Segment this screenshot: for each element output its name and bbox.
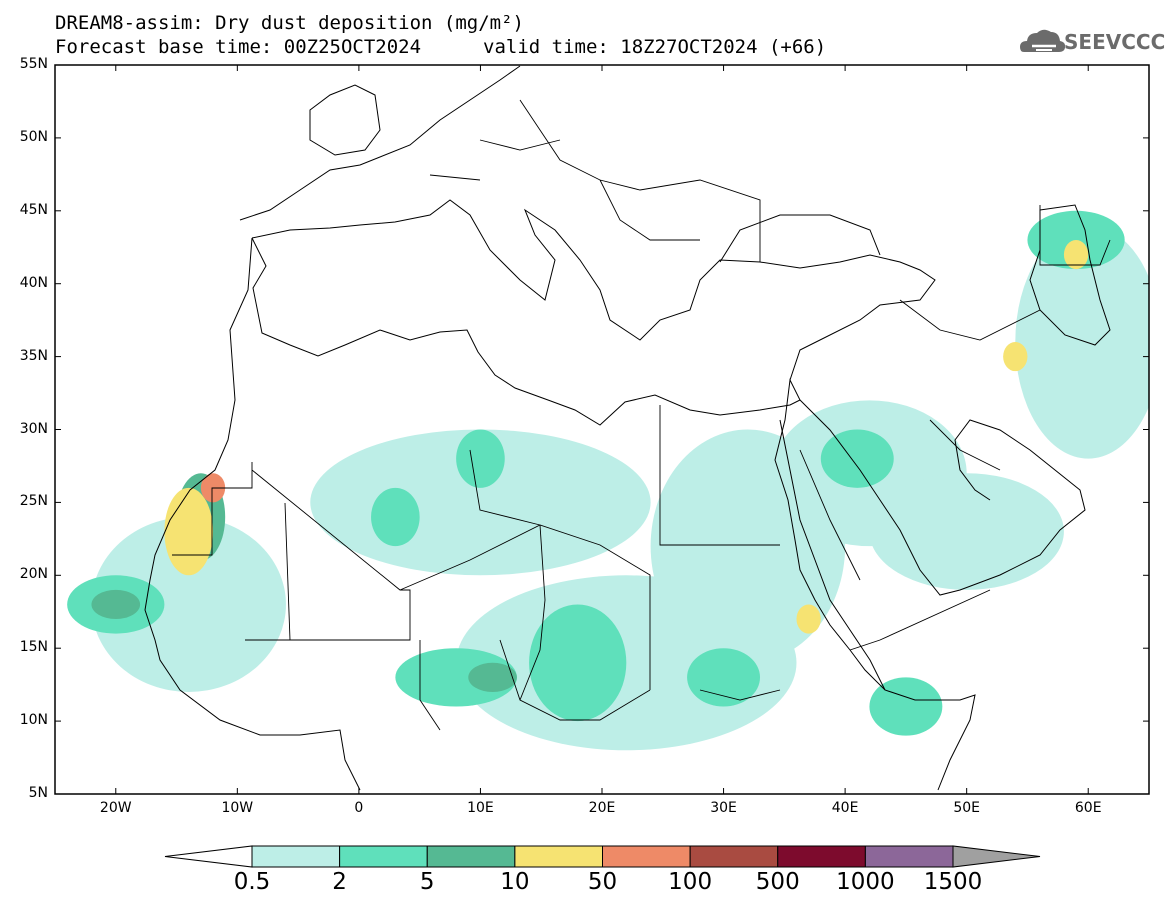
colorbar-segment [251,845,341,868]
forecast-base-time: Forecast base time: 00Z25OCT2024 [55,36,422,58]
lon-label: 20W [99,800,132,816]
valid-time: valid time: 18Z27OCT2024 (+66) [483,36,827,58]
deposition-fields [67,210,1149,751]
deposition-area-22 [1003,342,1028,372]
deposition-area-17 [468,662,517,692]
colorbar-low-triangle [164,845,253,868]
europe-coastline [251,199,936,381]
deposition-area-19 [164,487,214,576]
lat-label: 30N [19,420,48,437]
africa-coastline [251,237,976,791]
coastlines-borders [144,65,1111,791]
deposition-area-16 [91,589,141,620]
deposition-area-20 [796,604,821,634]
deposition-area-14 [371,487,420,547]
lat-label: 55N [19,56,48,72]
colorbar-label: 100 [668,869,713,895]
colorbar-high-triangle [952,845,1041,868]
lat-label: 5N [28,785,48,801]
deposition-area-8 [395,648,517,707]
deposition-area-10 [687,648,761,707]
colorbar-label: 0.5 [233,869,271,895]
lon-label: 50E [953,800,980,816]
colorbar-label: 500 [755,869,800,895]
europe-north-coastline [239,65,521,221]
colorbar-label: 1000 [836,869,895,895]
lon-label: 10E [467,800,494,816]
deposition-area-11 [820,429,894,488]
deposition-area-6 [869,473,1064,590]
lon-label: 60E [1074,800,1102,816]
logo-text: SEEVCCC [1064,30,1165,54]
lat-label: 40N [19,274,48,291]
lon-label: 40E [831,800,859,816]
colorbar-label: 2 [332,869,347,895]
lat-label: 15N [19,639,48,656]
colorbar-label: 1500 [923,869,983,895]
colorbar-label: 5 [419,869,435,895]
arabia-coastline [799,399,1086,596]
lat-label: 45N [19,201,48,218]
uk-coastline [309,84,381,156]
colorbar [164,845,1041,868]
map-title: DREAM8-assim: Dry dust deposition (mg/m²… [55,12,524,34]
red-sea-west-coastline [779,419,886,691]
lon-label: 0 [354,800,364,816]
country-borders [172,99,1111,731]
colorbar-segment [689,845,779,868]
lat-label: 10N [19,712,48,729]
lat-label: 20N [19,566,48,583]
colorbar-segment [514,845,603,868]
colorbar-label: 50 [587,869,618,895]
deposition-area-13 [869,677,943,736]
lon-label: 30E [710,800,737,816]
deposition-area-5 [1015,225,1149,459]
colorbar-segment [602,845,691,868]
deposition-area-2 [91,516,286,692]
lon-label: 20E [588,800,616,816]
africa-west-coastline [144,237,361,791]
axis-ticks [55,64,1149,795]
black-sea-coastline [719,214,881,263]
lat-label: 35N [19,347,48,364]
colorbar-label: 10 [500,869,530,895]
deposition-area-15 [456,429,505,488]
caspian-coastline [1029,204,1111,346]
lat-label: 25N [19,493,48,510]
lat-label: 50N [19,128,48,145]
colorbar-segment [777,845,866,868]
cloud-icon [1020,29,1066,52]
lon-label: 10W [221,800,254,816]
deposition-area-21 [1063,239,1089,270]
deposition-area-12 [1027,210,1125,270]
colorbar-segment [339,845,428,868]
colorbar-segment [864,845,954,868]
colorbar-segment [426,845,516,868]
deposition-area-7 [529,604,627,722]
